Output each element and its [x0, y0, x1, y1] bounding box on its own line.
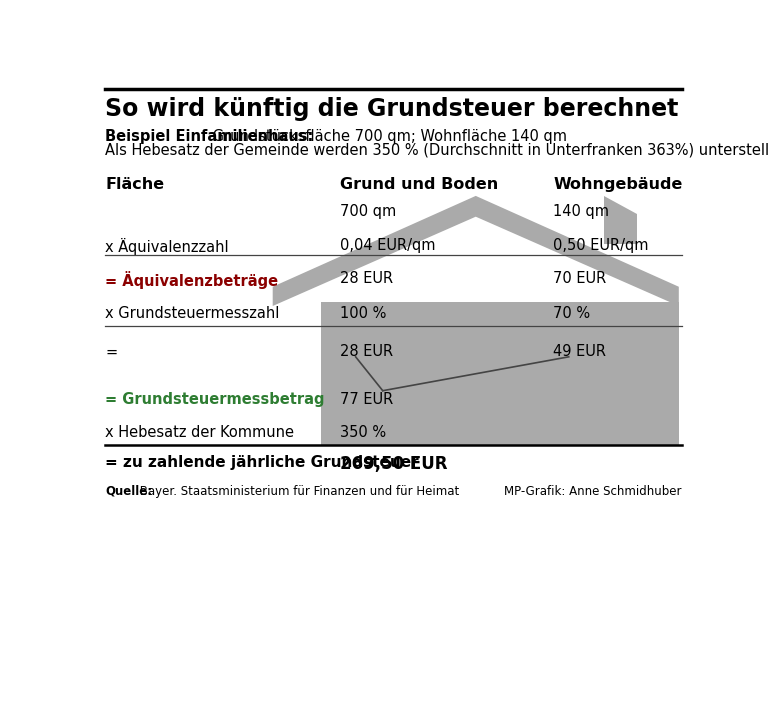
Text: Grundstücksfläche 700 qm; Wohnfläche 140 qm: Grundstücksfläche 700 qm; Wohnfläche 140…	[208, 129, 568, 144]
Text: 700 qm: 700 qm	[340, 204, 396, 218]
Text: MP-Grafik: Anne Schmidhuber: MP-Grafik: Anne Schmidhuber	[505, 484, 682, 498]
Text: x Äquivalenzzahl: x Äquivalenzzahl	[105, 238, 229, 256]
Text: =: =	[105, 345, 118, 359]
Text: 0,50 EUR/qm: 0,50 EUR/qm	[553, 238, 649, 253]
Text: 49 EUR: 49 EUR	[553, 345, 606, 359]
Text: Fläche: Fläche	[105, 177, 164, 192]
Text: Beispiel Einfamilienhaus:: Beispiel Einfamilienhaus:	[105, 129, 313, 144]
Text: x Hebesatz der Kommune: x Hebesatz der Kommune	[105, 425, 294, 439]
Text: Bayer. Staatsministerium für Finanzen und für Heimat: Bayer. Staatsministerium für Finanzen un…	[136, 484, 459, 498]
Text: x Grundsteuermesszahl: x Grundsteuermesszahl	[105, 306, 280, 321]
Text: 28 EUR: 28 EUR	[340, 345, 393, 359]
Text: 269,50 EUR: 269,50 EUR	[340, 456, 448, 473]
Bar	[321, 302, 679, 444]
Text: = zu zahlende jährliche Grundsteuer: = zu zahlende jährliche Grundsteuer	[105, 456, 419, 470]
Text: 0,04 EUR/qm: 0,04 EUR/qm	[340, 238, 435, 253]
Text: 100 %: 100 %	[340, 306, 386, 321]
Text: 77 EUR: 77 EUR	[340, 392, 393, 407]
Text: 70 %: 70 %	[553, 306, 591, 321]
Text: 28 EUR: 28 EUR	[340, 272, 393, 286]
Text: Wohngebäude: Wohngebäude	[553, 177, 683, 192]
Text: So wird künftig die Grundsteuer berechnet: So wird künftig die Grundsteuer berechne…	[105, 97, 679, 121]
Text: = Grundsteuermessbetrag: = Grundsteuermessbetrag	[105, 392, 325, 407]
Text: 70 EUR: 70 EUR	[553, 272, 607, 286]
Polygon shape	[273, 196, 679, 306]
Text: 350 %: 350 %	[340, 425, 386, 439]
Text: Grund und Boden: Grund und Boden	[340, 177, 498, 192]
Text: = Äquivalenzbeträge: = Äquivalenzbeträge	[105, 272, 279, 289]
Text: 140 qm: 140 qm	[553, 204, 609, 218]
Text: Als Hebesatz der Gemeinde werden 350 % (Durchschnitt in Unterfranken 363%) unter: Als Hebesatz der Gemeinde werden 350 % (…	[105, 143, 768, 158]
Polygon shape	[604, 196, 637, 244]
Text: Quelle:: Quelle:	[105, 484, 152, 498]
